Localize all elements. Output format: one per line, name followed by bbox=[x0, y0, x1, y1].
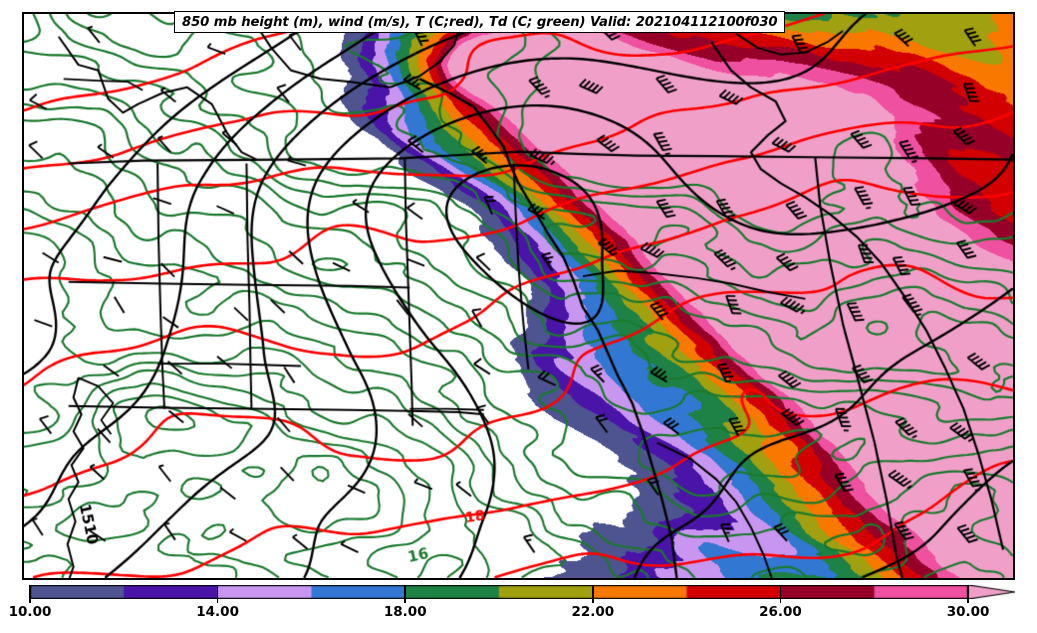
map-title-text: 850 mb height (m), wind (m/s), T (C;red)… bbox=[182, 14, 778, 30]
colorbar-canvas bbox=[30, 585, 1015, 599]
colorbar-tick-label: 30.00 bbox=[946, 604, 990, 620]
colorbar-tick-label: 10.00 bbox=[8, 604, 52, 620]
map-title-box: 850 mb height (m), wind (m/s), T (C;red)… bbox=[174, 11, 786, 33]
map-plot-canvas[interactable] bbox=[24, 14, 1013, 578]
colorbar-tick-label: 26.00 bbox=[759, 604, 802, 620]
map-panel[interactable] bbox=[22, 12, 1015, 580]
colorbar-tick-label: 18.00 bbox=[383, 604, 427, 620]
colorbar-tick-label: 14.00 bbox=[196, 604, 239, 620]
colorbar-tick-label: 22.00 bbox=[571, 604, 615, 620]
colorbar bbox=[30, 585, 1015, 599]
